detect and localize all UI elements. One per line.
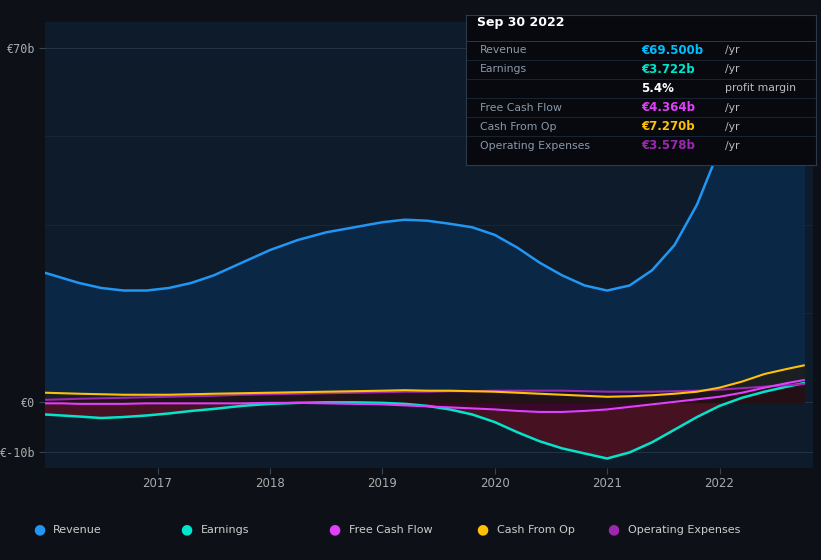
Text: ●: ● <box>33 523 45 536</box>
Text: €3.722b: €3.722b <box>641 63 695 76</box>
Text: ●: ● <box>476 523 488 536</box>
Text: Free Cash Flow: Free Cash Flow <box>480 102 562 113</box>
Text: /yr: /yr <box>725 45 740 55</box>
Text: /yr: /yr <box>725 64 740 74</box>
Text: /yr: /yr <box>725 102 740 113</box>
Text: Operating Expenses: Operating Expenses <box>480 141 590 151</box>
Text: Revenue: Revenue <box>53 525 102 535</box>
Text: 5.4%: 5.4% <box>641 82 674 95</box>
Text: /yr: /yr <box>725 122 740 132</box>
Text: €7.270b: €7.270b <box>641 120 695 133</box>
Text: profit margin: profit margin <box>725 83 796 94</box>
Text: Cash From Op: Cash From Op <box>497 525 575 535</box>
Text: ●: ● <box>328 523 341 536</box>
Text: Earnings: Earnings <box>201 525 250 535</box>
Text: €3.578b: €3.578b <box>641 139 695 152</box>
Text: Sep 30 2022: Sep 30 2022 <box>477 16 564 29</box>
Text: Earnings: Earnings <box>480 64 527 74</box>
Text: Free Cash Flow: Free Cash Flow <box>349 525 433 535</box>
Text: €4.364b: €4.364b <box>641 101 695 114</box>
Text: €69.500b: €69.500b <box>641 44 704 57</box>
Text: Cash From Op: Cash From Op <box>480 122 557 132</box>
Text: Operating Expenses: Operating Expenses <box>628 525 741 535</box>
Text: Revenue: Revenue <box>480 45 528 55</box>
Text: ●: ● <box>181 523 193 536</box>
Text: ●: ● <box>608 523 620 536</box>
Text: /yr: /yr <box>725 141 740 151</box>
